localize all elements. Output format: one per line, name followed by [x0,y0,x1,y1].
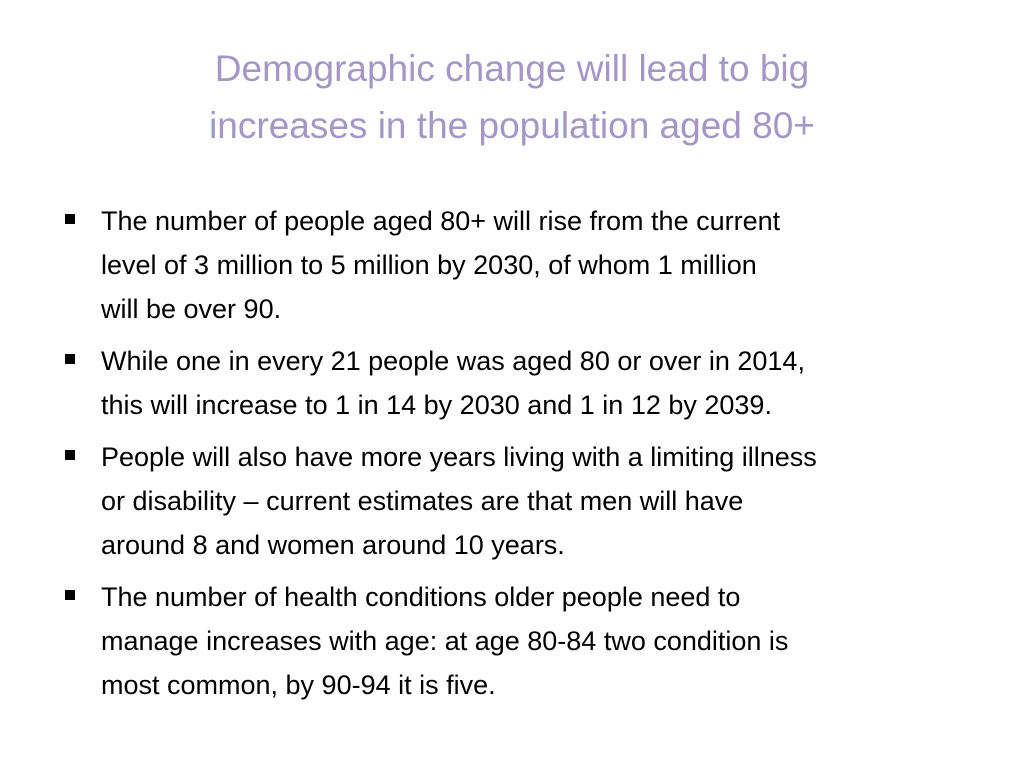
bullet-marker [65,214,75,224]
bullet-text: The number of health conditions older pe… [101,582,741,612]
bullet-text: The number of people aged 80+ will rise … [101,206,781,236]
slide-title: Demographic change will lead to big incre… [0,40,1024,154]
title-line: increases in the population aged 80+ [209,105,815,146]
bullet-text: While one in every 21 people was aged 80… [101,346,805,376]
bullet-text: People will also have more years living … [101,442,817,472]
bullet-marker [65,354,75,364]
bullet-text: manage increases with age: at age 80-84 … [101,626,789,656]
bullet-text: around 8 and women around 10 years. [101,530,565,560]
bullet-text: will be over 90. [101,294,282,324]
title-line: Demographic change will lead to big [214,48,810,89]
bullet-item: While one in every 21 people was aged 80… [0,339,1024,427]
bullet-marker [65,590,75,600]
bullet-text: this will increase to 1 in 14 by 2030 an… [101,390,772,420]
bullet-item: The number of health conditions older pe… [0,575,1024,707]
bullet-text: most common, by 90-94 it is five. [101,670,496,700]
bullet-item: The number of people aged 80+ will rise … [0,199,1024,331]
bullet-item: People will also have more years living … [0,435,1024,567]
bullet-text: or disability – current estimates are th… [101,486,744,516]
bullet-marker [65,450,75,460]
bullet-list: The number of people aged 80+ will rise … [0,199,1024,715]
bullet-text: level of 3 million to 5 million by 2030,… [101,250,757,280]
